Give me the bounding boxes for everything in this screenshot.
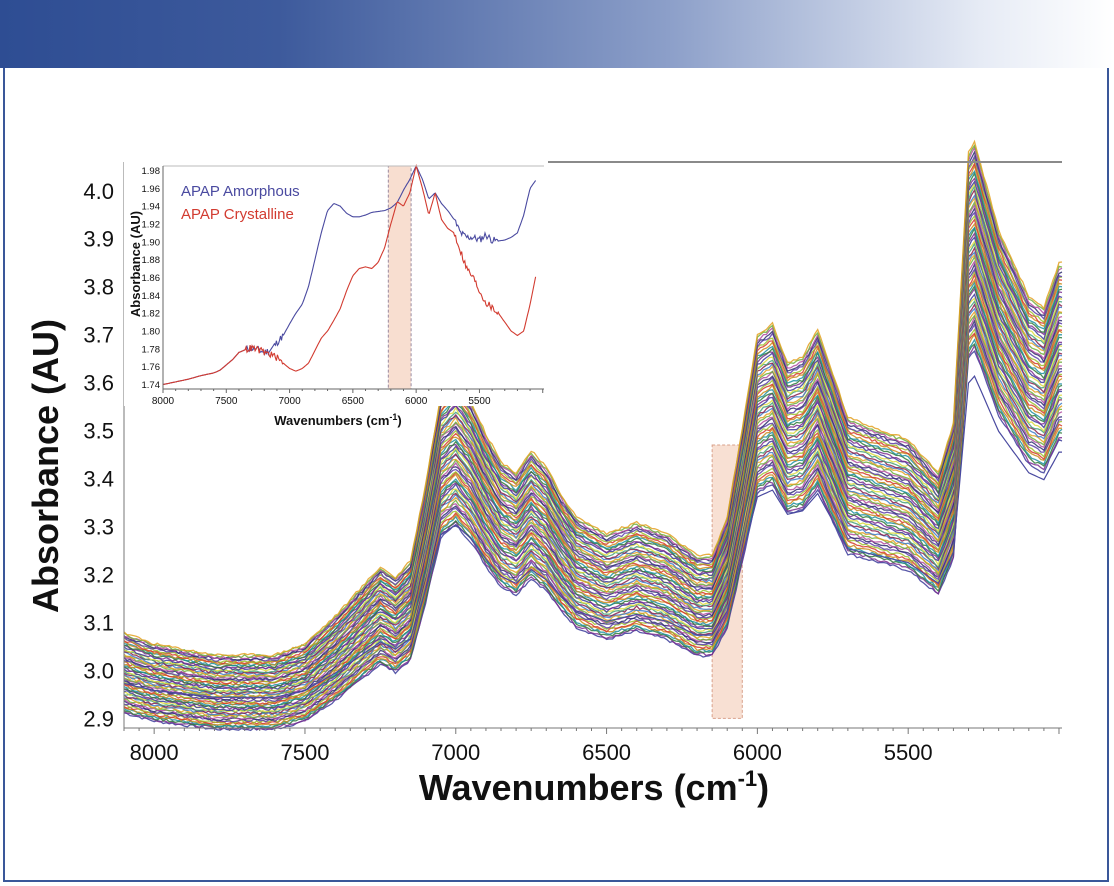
- main-spectrum-line: [123, 182, 1063, 673]
- main-spectrum-line: [123, 171, 1063, 669]
- inset-y-tick-label: 1.88: [142, 255, 161, 266]
- inset-y-tick-label: 1.78: [142, 344, 161, 355]
- main-y-tick-label: 4.0: [83, 179, 114, 204]
- main-spectrum-line: [123, 226, 1063, 689]
- header-gradient-bar: [0, 0, 1114, 68]
- main-spectrum-line: [123, 287, 1063, 710]
- main-x-tick-label: 7500: [280, 740, 329, 765]
- main-spectrum-line: [123, 197, 1063, 678]
- main-spectrum-line: [123, 242, 1063, 694]
- inset-series-group: [162, 163, 537, 386]
- main-spectrum-line: [123, 303, 1062, 715]
- main-y-tick-label: 2.9: [83, 706, 114, 731]
- main-x-axis-label-sup: -1: [738, 766, 758, 791]
- main-spectrum-line: [123, 200, 1063, 679]
- main-spectrum-line: [123, 226, 1063, 688]
- inset-y-axis-label: Absorbance (AU): [128, 211, 143, 317]
- main-spectrum-line: [123, 236, 1063, 691]
- main-spectrum-outlier-line: [123, 374, 1062, 698]
- main-x-axis-label: Wavenumbers (cm-1): [419, 766, 769, 808]
- inset-x-tick-label: 7500: [215, 396, 238, 407]
- inset-y-tick-label: 1.96: [142, 184, 161, 195]
- main-spectrum-line: [123, 297, 1063, 713]
- main-spectrum-line: [123, 162, 1063, 665]
- main-spectrum-line: [123, 157, 1063, 664]
- inset-y-tick-label: 1.86: [142, 273, 161, 284]
- main-y-tick-label: 3.3: [83, 515, 114, 540]
- inset-x-tick-label: 8000: [152, 396, 175, 407]
- main-spectrum-line: [123, 170, 1063, 667]
- legend-entry-amorphous: APAP Amorphous: [181, 183, 300, 200]
- main-x-tick-label: 5500: [884, 740, 933, 765]
- inset-y-tick-label: 1.74: [142, 380, 161, 391]
- inset-x-axis-label: Wavenumbers (cm-1): [274, 412, 401, 428]
- main-x-tick-labels: 8000 7500 7000 6500 6000 5500: [130, 740, 933, 765]
- inset-x-tick-label: 6000: [405, 396, 428, 407]
- legend-entry-crystalline: APAP Crystalline: [181, 206, 294, 223]
- inset-x-axis-label-sup: -1: [389, 412, 397, 422]
- main-x-tick-label: 8000: [130, 740, 179, 765]
- main-x-tick-label: 6000: [733, 740, 782, 765]
- main-y-tick-label: 3.9: [83, 227, 114, 252]
- inset-crystalline-line: [162, 163, 537, 386]
- inset-x-tick-label: 7000: [278, 396, 301, 407]
- inset-y-tick-label: 1.98: [142, 166, 161, 177]
- main-x-axis-label-text: Wavenumbers (cm: [419, 767, 738, 808]
- main-x-tick-label: 7000: [431, 740, 480, 765]
- inset-y-tick-label: 1.90: [142, 237, 161, 248]
- main-y-axis-label: Absorbance (AU): [25, 319, 66, 613]
- inset-background: [124, 160, 548, 406]
- main-y-tick-label: 3.1: [83, 610, 114, 635]
- inset-x-tick-label: 6500: [342, 396, 365, 407]
- inset-y-tick-label: 1.76: [142, 362, 161, 373]
- main-spectrum-line: [123, 143, 1063, 659]
- inset-y-tick-label: 1.94: [142, 202, 161, 213]
- main-spectrum-line: [123, 146, 1063, 660]
- main-y-tick-label: 3.0: [83, 658, 114, 683]
- main-x-axis-label-close: ): [757, 767, 769, 808]
- main-spectrum-line: [123, 267, 1063, 703]
- inset-x-tick-label: 5500: [468, 396, 491, 407]
- inset-highlight-rect: [387, 165, 412, 390]
- inset-y-tick-label: 1.80: [142, 327, 161, 338]
- main-spectrum-line: [123, 269, 1063, 704]
- main-y-tick-label: 3.5: [83, 419, 114, 444]
- main-spectrum-line: [123, 203, 1063, 680]
- main-spectrum-line: [124, 260, 1063, 700]
- main-spectrum-line: [123, 333, 1063, 726]
- main-spectrum-line: [123, 332, 1063, 725]
- main-spectrum-line: [123, 343, 1063, 731]
- main-y-tick-labels: 2.9 3.0 3.1 3.2 3.3 3.4 3.5 3.6 3.7 3.8 3.9 4.0: [83, 179, 114, 732]
- main-spectrum-line: [123, 338, 1063, 728]
- inset-x-tick-labels: 8000 7500 7000 6500 6000 5500: [152, 396, 491, 407]
- main-spectrum-line: [123, 188, 1063, 675]
- inset-x-axis-label-close: ): [397, 413, 401, 428]
- main-spectrum-line: [123, 278, 1063, 707]
- inset-x-axis-label-text: Wavenumbers (cm: [274, 413, 389, 428]
- main-spectrum-line: [123, 280, 1063, 708]
- inset-y-tick-label: 1.84: [142, 291, 161, 302]
- inset-axes: [162, 165, 544, 393]
- inset-y-tick-label: 1.82: [142, 309, 161, 320]
- main-spectrum-line: [123, 246, 1063, 695]
- inset-y-tick-labels: 1.74 1.76 1.78 1.80 1.82 1.84 1.86 1.88 1.90 1.92…: [142, 166, 161, 391]
- main-y-tick-label: 3.7: [83, 323, 114, 348]
- main-y-tick-label: 3.2: [83, 563, 114, 588]
- main-spectrum-line: [124, 314, 1062, 719]
- main-y-tick-label: 3.6: [83, 371, 114, 396]
- main-x-tick-label: 6500: [582, 740, 631, 765]
- main-spectrum-line: [123, 177, 1063, 670]
- inset-y-tick-label: 1.92: [142, 219, 161, 230]
- main-spectrum-line: [123, 218, 1063, 685]
- main-y-tick-label: 3.8: [83, 275, 114, 300]
- main-y-tick-label: 3.4: [83, 467, 114, 492]
- inset-highlight-region: [387, 165, 412, 390]
- main-spectrum-line: [123, 139, 1063, 657]
